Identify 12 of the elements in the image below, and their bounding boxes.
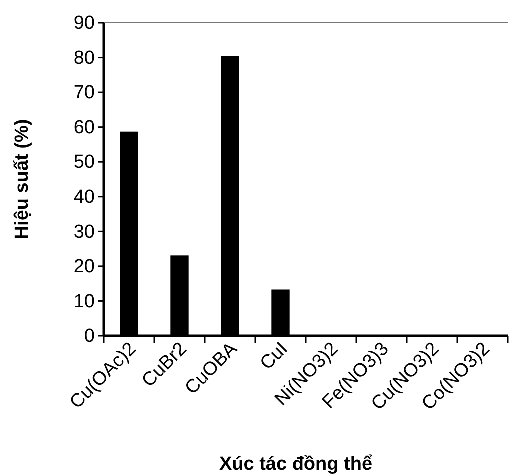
- y-tick-label: 0: [84, 326, 95, 348]
- y-tick-label: 80: [74, 48, 95, 69]
- y-tick-label: 10: [74, 291, 95, 312]
- y-tick-label: 20: [74, 256, 95, 278]
- x-axis-title: Xúc tác đồng thể: [219, 454, 373, 475]
- y-tick-label: 90: [74, 13, 95, 34]
- y-tick-label: 40: [74, 186, 95, 208]
- y-axis-title: Hiệu suất (%): [12, 119, 33, 240]
- y-tick-label: 70: [74, 82, 95, 104]
- y-tick-label: 60: [74, 117, 95, 138]
- y-tick-label: 50: [74, 152, 95, 174]
- y-tick-label: 30: [74, 222, 95, 243]
